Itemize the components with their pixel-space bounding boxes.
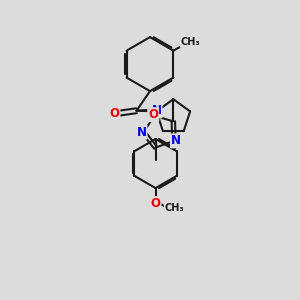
Text: CH₃: CH₃ [181,37,200,47]
Text: N: N [136,126,146,139]
Text: O: O [148,108,158,121]
Text: O: O [110,107,119,120]
Text: O: O [151,197,160,210]
Text: CH₃: CH₃ [165,203,184,213]
Text: N: N [171,134,181,147]
Text: N: N [152,104,161,117]
